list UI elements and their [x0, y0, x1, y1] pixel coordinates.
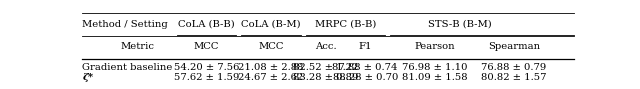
- Text: 76.88 ± 0.79: 76.88 ± 0.79: [481, 63, 547, 72]
- Text: F1: F1: [358, 42, 372, 51]
- Text: 88.28 ± 0.70: 88.28 ± 0.70: [333, 73, 398, 82]
- Text: CoLA (B-M): CoLA (B-M): [241, 20, 301, 29]
- Text: 21.08 ± 2.88: 21.08 ± 2.88: [238, 63, 304, 72]
- Text: Acc.: Acc.: [315, 42, 337, 51]
- Text: 80.82 ± 1.57: 80.82 ± 1.57: [481, 73, 547, 82]
- Text: 82.52 ± 1.22: 82.52 ± 1.22: [292, 63, 358, 72]
- Text: Pearson: Pearson: [414, 42, 455, 51]
- Text: MCC: MCC: [258, 42, 284, 51]
- Text: Method / Setting: Method / Setting: [83, 20, 168, 29]
- Text: 24.67 ± 2.62: 24.67 ± 2.62: [238, 73, 303, 82]
- Text: MCC: MCC: [194, 42, 220, 51]
- Text: 57.62 ± 1.59: 57.62 ± 1.59: [174, 73, 239, 82]
- Text: STS-B (B-M): STS-B (B-M): [428, 20, 492, 29]
- Text: 83.28 ± 0.89: 83.28 ± 0.89: [293, 73, 358, 82]
- Text: Gradient baseline: Gradient baseline: [83, 63, 173, 72]
- Text: 76.98 ± 1.10: 76.98 ± 1.10: [402, 63, 467, 72]
- Text: Metric: Metric: [120, 42, 154, 51]
- Text: 81.09 ± 1.58: 81.09 ± 1.58: [402, 73, 467, 82]
- Text: Spearman: Spearman: [488, 42, 540, 51]
- Text: 54.20 ± 7.56: 54.20 ± 7.56: [174, 63, 239, 72]
- Text: MRPC (B-B): MRPC (B-B): [315, 20, 376, 29]
- Text: CoLA (B-B): CoLA (B-B): [178, 20, 235, 29]
- Text: ζ*: ζ*: [83, 73, 93, 82]
- Text: 87.88 ± 0.74: 87.88 ± 0.74: [332, 63, 398, 72]
